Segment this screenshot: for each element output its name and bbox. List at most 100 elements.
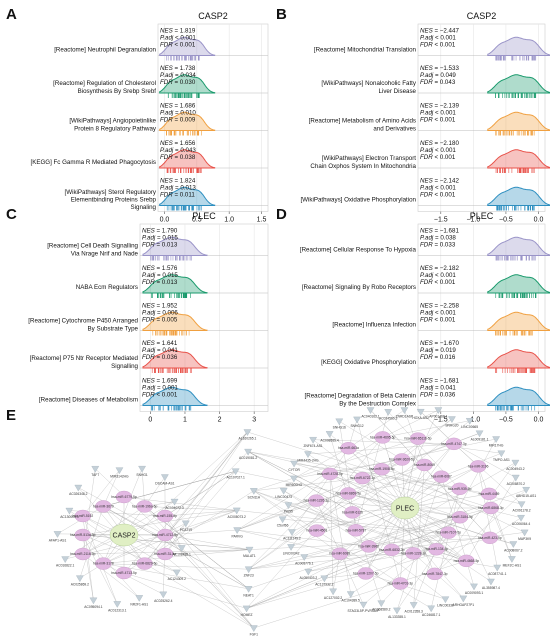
network-edge [404, 443, 455, 509]
node-label: CYTOR [288, 468, 300, 472]
lncrna-node [288, 529, 296, 536]
node-label: AL009181.1 [471, 438, 489, 442]
node-label: hsa-miR-5787 [346, 528, 367, 532]
nodes: AL160265.1 AC019081.2 AC107027.1 SCN11A AC00… [49, 407, 536, 637]
density-curve [487, 111, 550, 131]
mirna-node [95, 557, 112, 570]
nes-stat: NES = 1.699 [142, 378, 178, 385]
network-edge [253, 490, 357, 531]
mirna-node [308, 494, 325, 507]
network-edge [248, 451, 490, 495]
node-label: hsa-miR-423-5p [478, 536, 502, 540]
hub-node [390, 496, 420, 520]
node-label: PKI55 [284, 510, 293, 514]
fdr-stat: FDR = 0.030 [160, 79, 196, 86]
pathway-label: By the Destruction Complex [339, 400, 417, 407]
network-edge [165, 431, 248, 536]
lncrna-node [465, 418, 474, 425]
network-edge [291, 448, 349, 533]
node-label: AC024560.3 [379, 416, 397, 420]
padj-stat: P.adj = 0.015 [142, 272, 178, 279]
lncrna-node [459, 595, 468, 603]
x-tick-label: 0.0 [534, 417, 544, 424]
lncrna-node [448, 416, 456, 423]
node-label: MIR17HG [489, 443, 504, 447]
node-label: FGF1 [250, 633, 259, 637]
node-label: hsa-miR-6087 [431, 475, 452, 479]
network-edge [144, 506, 254, 629]
fdr-stat: FDR = 0.033 [420, 242, 456, 249]
network-edge [79, 506, 104, 579]
fdr-stat: FDR = 0.013 [142, 242, 178, 249]
fdr-stat: FDR = 0.011 [160, 192, 195, 199]
node-label: hsa-miR-4728-5p [317, 472, 343, 476]
node-label: hsa-miR-1226-3p [304, 499, 330, 503]
lncrna-node [76, 575, 84, 583]
mirna-node [360, 540, 377, 553]
pathway-label: By Substrate Type [88, 325, 139, 332]
network-edge [103, 549, 250, 564]
fdr-stat: FDR < 0.001 [420, 154, 456, 161]
lncrna-node [434, 407, 443, 414]
lncrna-node [517, 515, 525, 522]
node-label: hsa-miR-3184-3p [447, 515, 473, 519]
plot-frame [417, 223, 546, 412]
network-edge [165, 549, 250, 555]
pathway-label: Via Nrage Nrif and Nade [71, 250, 139, 257]
mirna-node [95, 500, 112, 513]
lncrna-node [53, 531, 62, 538]
pathway-label: [WikiPathways] Sterol Regulatory [65, 189, 157, 196]
density-curve [487, 149, 550, 169]
mirna-node [482, 501, 499, 515]
fdr-stat: FDR = 0.013 [142, 279, 178, 286]
lncrna-node [74, 484, 83, 492]
network-edge [404, 507, 490, 538]
density-curve [159, 149, 216, 169]
pathway-label: [WikiPathways] Angiopoietinlike [69, 118, 156, 125]
node-label: hsa-miR-8069 [414, 463, 435, 467]
node-label: HOXA-AS2 [412, 416, 429, 420]
network-edge [165, 510, 237, 517]
node-label: SNHG20 [445, 424, 458, 428]
pathway-label: [Reactome] Cytochrome P450 Arranged [28, 318, 138, 325]
fdr-stat: FDR = 0.005 [142, 317, 178, 324]
density-curve [487, 349, 550, 369]
fdr-stat: FDR = 0.038 [160, 154, 196, 161]
lncrna-node [161, 474, 169, 481]
panel-title: PLEC [470, 211, 494, 221]
lncrna-node [290, 475, 298, 483]
node-label: LINC00339 [437, 604, 454, 608]
pathway-label: [Reactome] Metabolism of Amino Acids [309, 118, 416, 125]
lncrna-node [416, 409, 425, 416]
node-label: TAF7 [91, 473, 99, 477]
lncrna-node [509, 541, 518, 548]
panel-label-b: B [276, 6, 287, 23]
lncrna-node [470, 583, 478, 591]
node-label: AC040162.1 [361, 415, 379, 419]
network-edge [163, 534, 166, 595]
mirna-node [451, 511, 469, 524]
lncrna-node [244, 448, 252, 456]
pathway-label: [Reactome] Neutrophil Degranulation [54, 47, 156, 54]
x-tick-label: 0.0 [160, 217, 170, 224]
pathway-label: Chain Oxphos System In Mitochondria [310, 163, 416, 170]
lncrna-node [300, 554, 309, 561]
lncrna-node [400, 407, 409, 414]
fdr-stat: FDR < 0.001 [142, 392, 178, 399]
plot-frame [139, 223, 269, 412]
node-label: SNHG12 [350, 424, 363, 428]
lncrna-node [304, 451, 312, 458]
padj-stat: P.adj = 0.041 [142, 347, 178, 354]
lncrna-node [320, 575, 329, 583]
node-label: hsa-miR-3960 [358, 544, 379, 548]
lncrna-node [172, 569, 181, 577]
network-edge [236, 510, 449, 533]
pathway-label: Biosynthesis By Srebp Srebf [78, 88, 157, 95]
network-edge [165, 451, 249, 536]
node-label: hsa-miR-1908-5p [369, 467, 395, 471]
lncrna-node [287, 544, 295, 551]
node-label: LINC00473 [275, 495, 292, 499]
node-label: hsa-miR-6779-5p [111, 495, 137, 499]
node-label: ZNRD1ASP [396, 415, 414, 419]
padj-stat: P.adj < 0.001 [160, 35, 196, 42]
